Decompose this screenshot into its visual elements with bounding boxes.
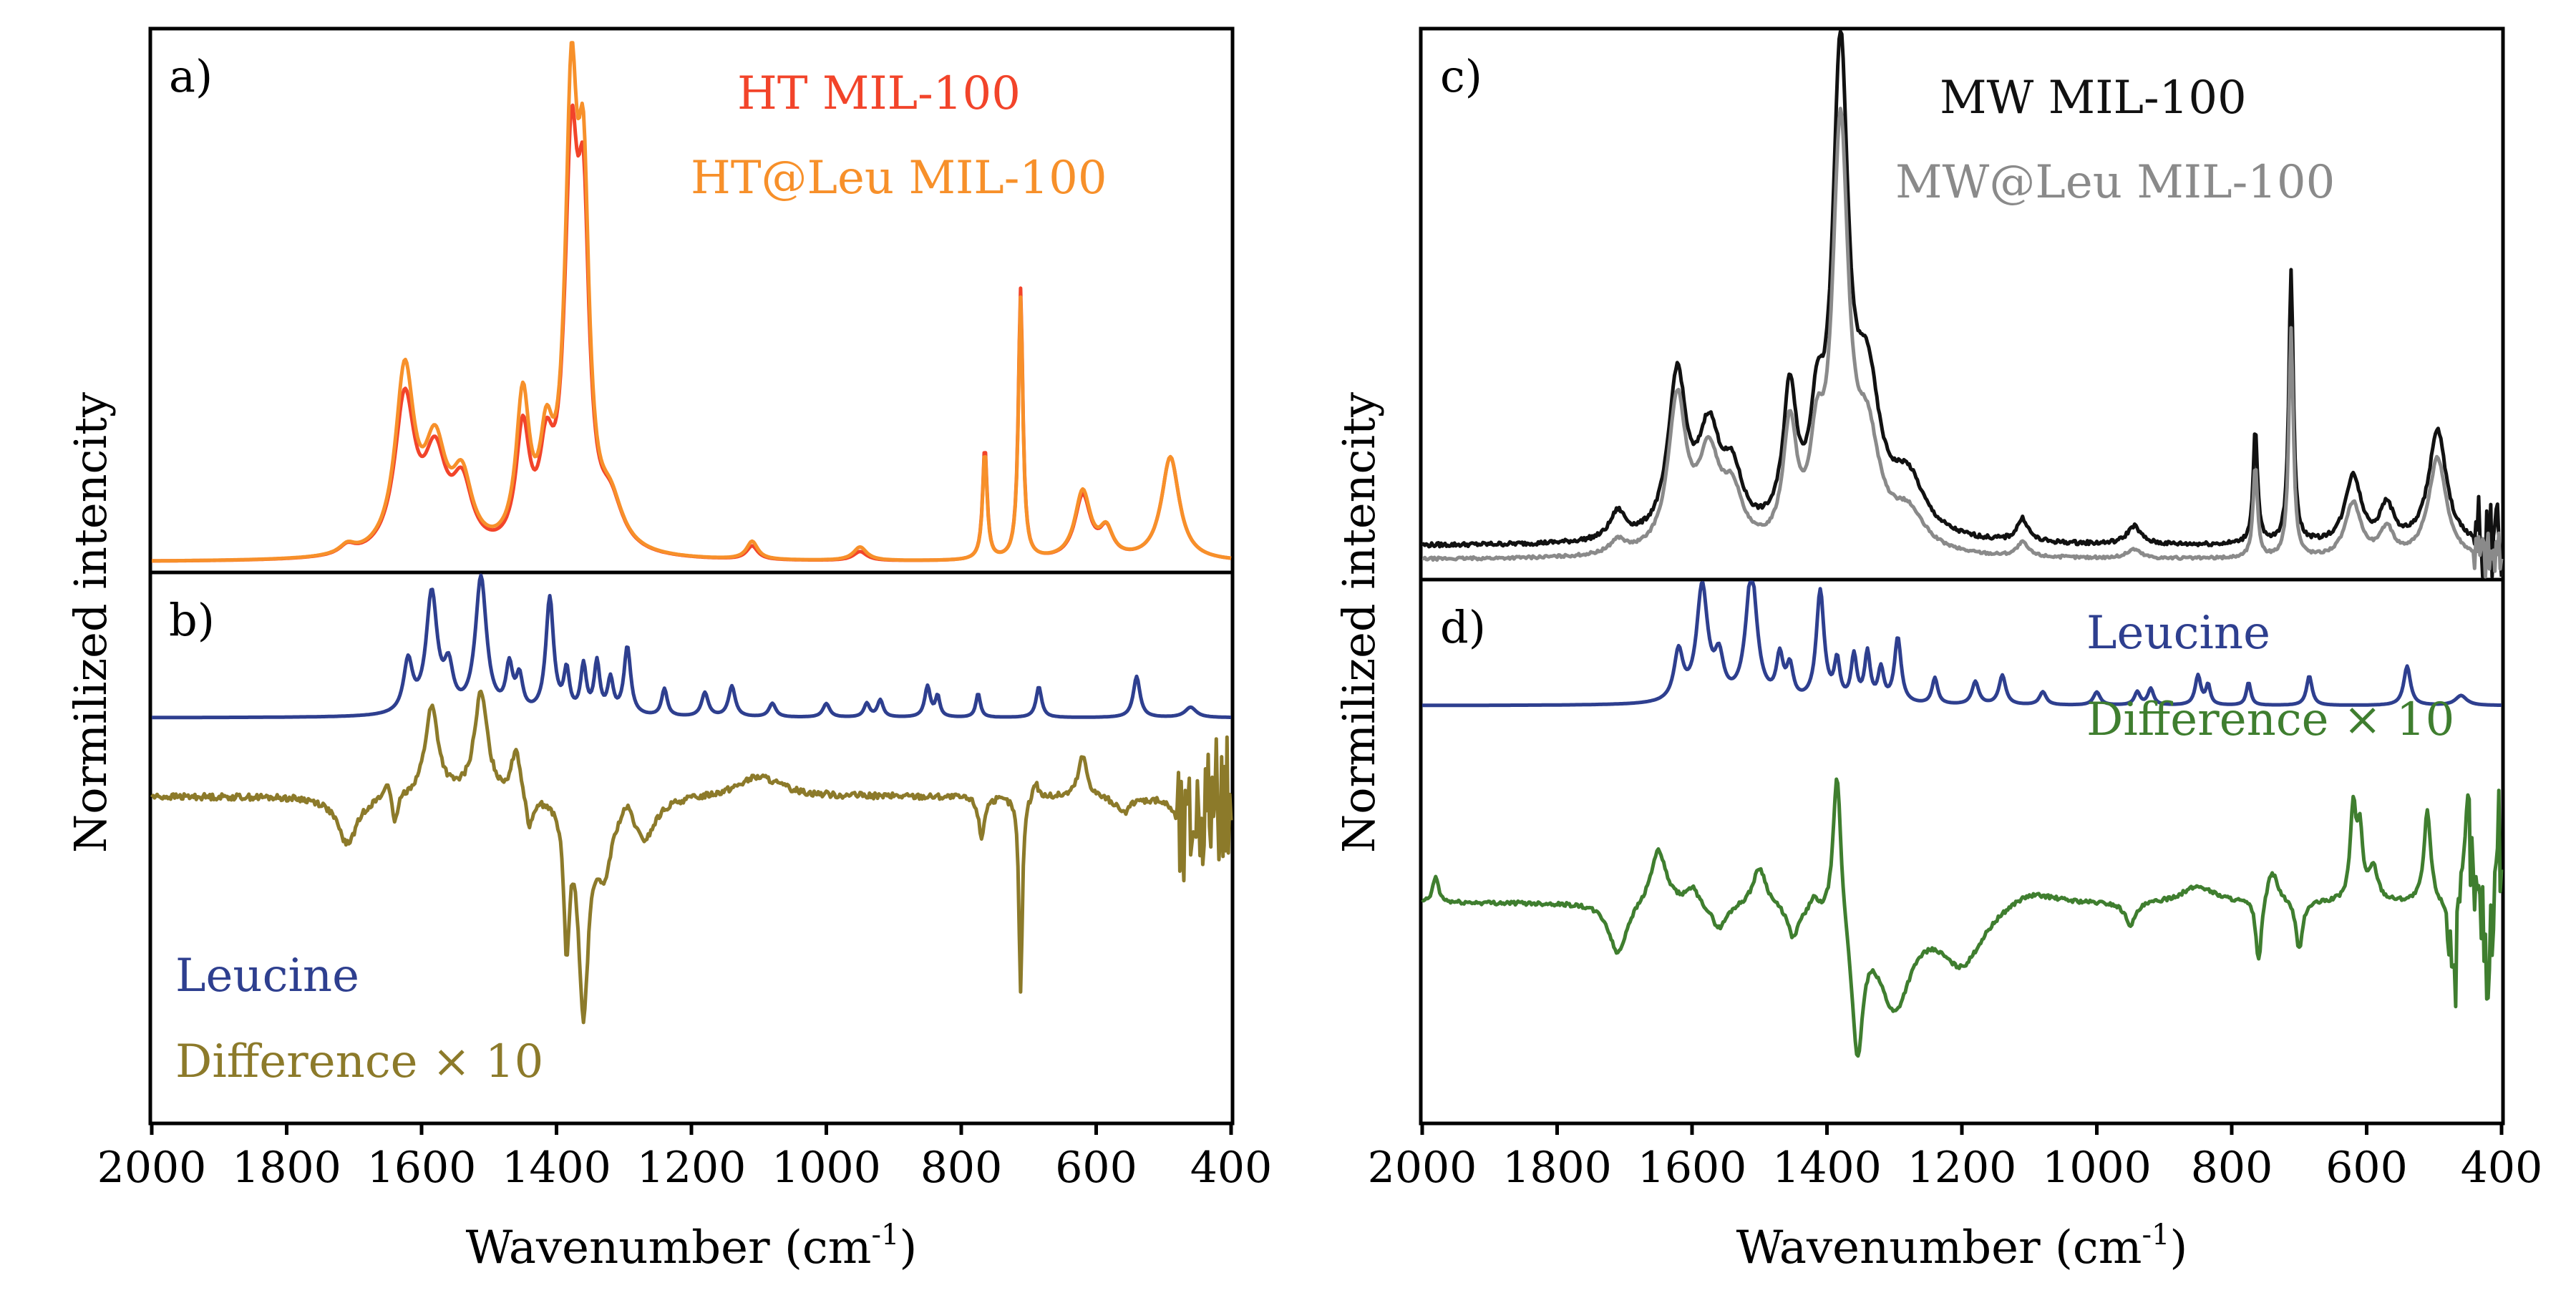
right-x-tick-label: 1800 (1502, 1143, 1612, 1193)
left-x-tick-label: 1600 (367, 1143, 477, 1193)
right-x-tick-label: 1000 (2042, 1143, 2152, 1193)
series-b-leucine (151, 573, 1232, 720)
left-x-tick-label: 1400 (502, 1143, 611, 1193)
right-figure: Normilized intencity c) d) MW MIL-100 MW… (1333, 26, 2543, 1274)
right-x-tick-label: 800 (2191, 1143, 2273, 1193)
legend-ht-mil100: HT MIL-100 (737, 67, 1021, 120)
legend-b-leucine: Leucine (175, 950, 359, 1002)
series-c-mw-mil-100 (1421, 29, 2504, 579)
right-x-tick-label: 600 (2325, 1143, 2408, 1193)
panel-d-frame (1419, 577, 2505, 1126)
right-x-tick-label: 1200 (1907, 1143, 2017, 1193)
panel-a-label: a) (169, 50, 213, 102)
panel-a-frame (148, 26, 1235, 575)
right-x-tick-label: 1400 (1772, 1143, 1882, 1193)
series-d-difference-10 (1421, 777, 2504, 1058)
left-x-tick-label: 600 (1055, 1143, 1137, 1193)
legend-mw-mil100: MW MIL-100 (1940, 72, 2247, 125)
left-x-tick-label: 2000 (97, 1143, 207, 1193)
right-x-axis-label: Wavenumber (cm-1) (1736, 1219, 2188, 1274)
legend-ht-leu-mil100: HT@Leu MIL-100 (691, 152, 1107, 205)
panel-b-label: b) (169, 594, 215, 646)
series-c-mw-leu-mil-100 (1421, 107, 2504, 579)
left-x-tick-label: 1800 (232, 1143, 341, 1193)
right-x-tick-label: 400 (2461, 1143, 2543, 1193)
panel-d-plot (1421, 580, 2504, 1058)
left-y-axis-label: Normilized intencity (64, 392, 117, 853)
left-figure: Normilized intencity a) b) HT MIL-100 HT… (64, 26, 1273, 1274)
panel-c-label: c) (1440, 50, 1482, 102)
right-x-ticks: 2000 1800 1600 1400 1200 1000 800 600 400 (1368, 1123, 2543, 1193)
panel-b-plot (150, 573, 1233, 1025)
left-x-tick-label: 1000 (772, 1143, 881, 1193)
left-x-tick-label: 1200 (637, 1143, 747, 1193)
left-x-tick-label: 400 (1190, 1143, 1273, 1193)
series-b-difference-10 (150, 689, 1233, 1025)
left-x-tick-label: 800 (920, 1143, 1003, 1193)
right-x-tick-label: 2000 (1368, 1143, 1477, 1193)
legend-b-difference: Difference × 10 (175, 1035, 543, 1088)
left-x-ticks: 2000 1800 1600 1400 1200 1000 800 600 400 (97, 1123, 1273, 1193)
legend-d-leucine: Leucine (2086, 607, 2270, 660)
right-y-axis-label: Normilized intencity (1333, 392, 1385, 853)
left-x-axis-label: Wavenumber (cm-1) (466, 1219, 918, 1274)
right-x-tick-label: 1600 (1638, 1143, 1747, 1193)
panel-d-label: d) (1440, 601, 1486, 653)
panel-a-plot (151, 41, 1232, 563)
legend-mw-leu-mil100: MW@Leu MIL-100 (1895, 156, 2335, 209)
legend-d-difference: Difference × 10 (2086, 693, 2454, 746)
series-d-leucine (1421, 580, 2502, 708)
panel-c-plot (1421, 29, 2504, 579)
series-a-ht-leu-mil-100 (151, 41, 1232, 563)
